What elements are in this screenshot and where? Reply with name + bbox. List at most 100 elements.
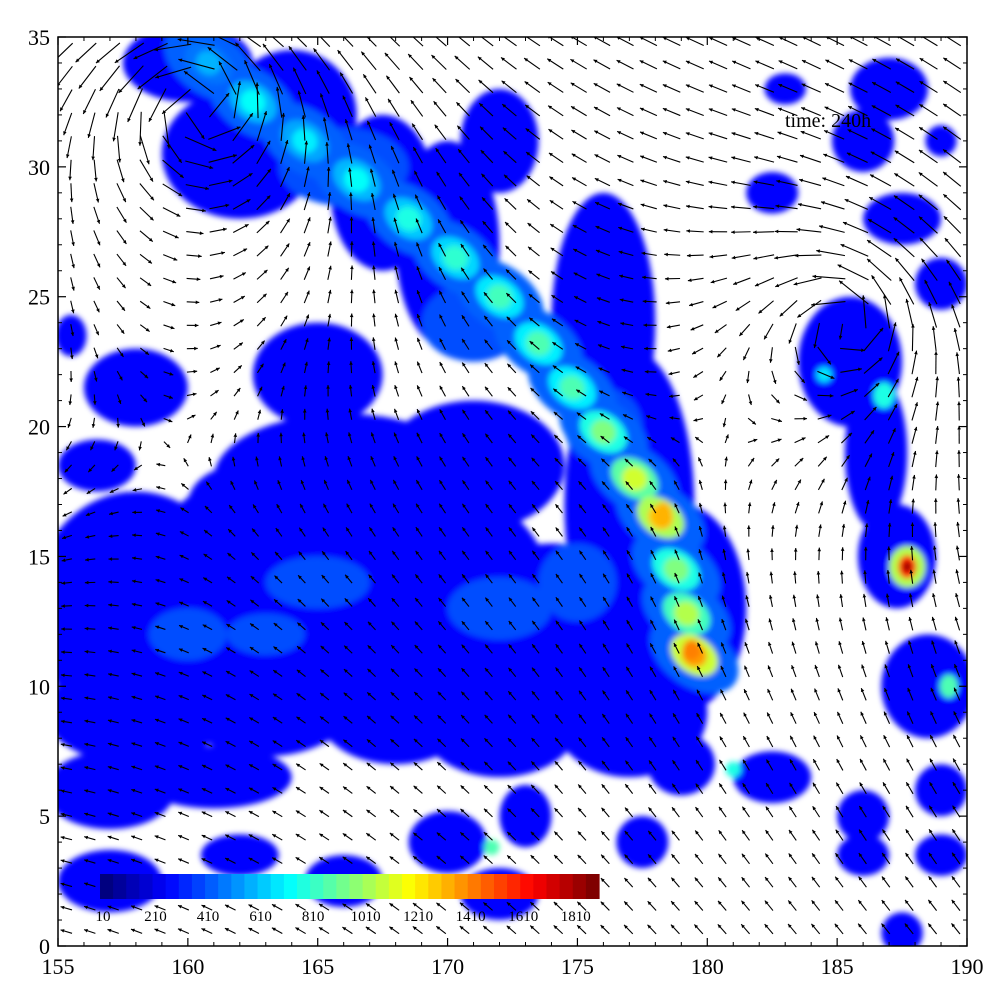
wind-vector-head [71,264,75,269]
wind-vector-head [183,71,188,75]
wind-vector-head [225,788,230,792]
wind-vector-head [483,808,488,813]
wind-vector [154,43,192,51]
wind-vector-head [304,361,308,366]
wind-vector-head [132,488,137,492]
wind-vector-head [555,667,560,672]
wind-vector-head [342,833,347,837]
wind-vector-head [840,244,845,248]
wind-vector [869,174,892,187]
wind-vector-head [530,387,535,392]
wind-vector-head [203,553,208,558]
wind-vector-head [508,480,513,485]
wind-vector-head [461,267,465,272]
wind-vector-head [389,926,394,931]
wind-vector-head [649,481,654,486]
wind-vector-head [350,265,354,270]
wind-vector-head [278,456,282,461]
wind-vector-head [217,321,222,326]
wind-vector-head [61,627,65,631]
wind-vector-head [506,925,511,930]
wind-vector-head [881,900,886,904]
wind-vector-head [155,532,160,536]
wind-vector-head [625,807,629,812]
wind-vector-head [574,296,579,300]
wind-vector-head [872,406,877,411]
wind-vector-head [131,812,136,816]
wind-vector-head [839,570,844,575]
wind-vector-head [319,857,324,861]
wind-vector-head [914,350,918,355]
wind-vector-head [95,198,100,203]
wind-vector-head [343,739,348,744]
wind-vector-head [602,713,606,718]
wind-vector-head [222,227,227,232]
wind-vector-head [435,148,440,153]
wind-vector-head [625,737,630,742]
wind-vector-head [801,83,806,87]
wind-vector-head [178,788,183,792]
wind-vector-head [346,143,351,148]
wind-vector [847,129,868,140]
wind-vector-head [710,279,715,284]
wind-vector-head [507,808,512,813]
wind-vector-head [416,480,420,485]
wind-vector-head [741,877,746,882]
wind-vector-head [696,760,700,765]
wind-vector-head [484,667,489,672]
wind-vector-head [931,640,935,645]
wind-vector-head [107,742,112,747]
wind-vector-head [746,525,751,530]
wind-vector-head [484,761,489,766]
wind-vector-head [865,499,870,504]
wind-vector [268,63,284,95]
wind-vector-head [698,457,702,462]
wind-vector-head [384,52,389,57]
wind-vector-head [154,765,159,769]
wind-vector-head [508,504,513,509]
wind-vector-head [275,86,280,91]
wind-vector-head [825,59,830,64]
wind-vector-head [155,625,160,630]
wind-vector-head [549,200,554,204]
wind-vector-head [371,408,375,413]
wind-vector-head [60,812,65,817]
wind-vector [178,58,215,70]
wind-vector-head [895,351,900,356]
wind-vector-head [673,689,677,694]
wind-vector-head [226,624,231,628]
wind-vector-head [192,392,197,397]
wind-vector [863,357,883,374]
wind-vector-head [437,715,442,720]
wind-vector-head [812,829,816,834]
wind-vector-head [731,180,735,185]
wind-vector-head [935,450,939,455]
wind-vector-head [530,902,535,906]
wind-vector-head [946,259,951,264]
wind-vector-head [813,712,818,717]
wind-vector-head [390,762,395,767]
wind-vector-head [275,528,280,532]
wind-vector-head [885,593,890,598]
wind-vector-head [414,668,419,673]
wind-vector-head [626,550,631,555]
wind-vector [246,37,261,48]
wind-vector-head [788,829,793,834]
field-blob [240,89,266,115]
wind-vector-head [672,458,677,463]
wind-vector [823,153,845,163]
wind-vector-head [227,553,232,557]
wind-vector-head [368,144,373,149]
wind-vector-head [725,434,729,439]
wind-vector [320,93,330,118]
wind-vector-head [685,60,690,65]
wind-vector-head [297,646,301,650]
wind-vector-head [455,79,460,83]
wind-vector-head [107,812,112,816]
wind-vector-head [695,437,700,441]
wind-vector-head [550,247,555,252]
wind-vector-head [179,554,184,559]
wind-vector-head [870,151,875,156]
wind-vector [845,175,868,187]
field-blob [925,125,957,157]
